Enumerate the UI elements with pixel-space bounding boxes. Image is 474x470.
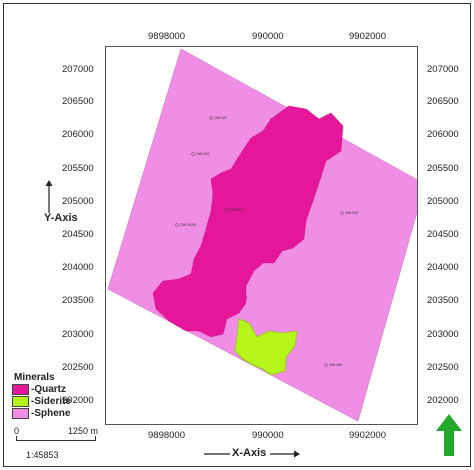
legend-label: Sphene: [34, 408, 71, 419]
scale-start-label: 0: [14, 426, 20, 436]
x-tick-top-3: 9902000: [349, 31, 386, 42]
y-tick-right: 202000: [427, 395, 459, 406]
y-tick-right: 204000: [427, 262, 459, 273]
map-panel[interactable]: OW-W1 OW-919 OW-901 OW-912B OW-919 OW-90…: [105, 46, 418, 425]
sphene-swatch: [12, 408, 29, 419]
well-markers: [175, 116, 344, 367]
scale-end-label: 1250 m: [68, 426, 99, 436]
x-axis-arrow-left-icon: [204, 453, 230, 455]
siderite-area: [234, 318, 298, 376]
quartz-swatch: [12, 384, 29, 395]
siderite-swatch: [12, 396, 29, 407]
y-tick-left: 206000: [62, 129, 94, 140]
x-tick-top-1: 9898000: [148, 31, 185, 42]
y-tick-right: 205500: [427, 163, 459, 174]
y-tick-left: 204000: [62, 262, 94, 273]
mineral-map: OW-W1 OW-919 OW-901 OW-912B OW-919 OW-90…: [107, 48, 417, 422]
legend-title: Minerals: [14, 372, 55, 383]
y-axis-title: Y-Axis: [44, 212, 78, 224]
y-tick-right: 205000: [427, 196, 459, 207]
x-tick-bottom-3: 9902000: [349, 430, 386, 441]
x-axis-title: X-Axis: [232, 447, 267, 459]
y-tick-right: 204500: [427, 229, 459, 240]
legend-item-sphene: - Sphene: [12, 408, 70, 419]
y-tick-right: 206000: [427, 129, 459, 140]
well-label: OW-919: [196, 152, 209, 156]
well-label: OW-919: [345, 211, 358, 215]
well-label: OW-909: [329, 363, 342, 367]
north-arrow-icon: [436, 414, 462, 456]
x-tick-top-2: 990000: [252, 31, 284, 42]
y-tick-left: 203000: [62, 329, 94, 340]
map-frame: [3, 3, 471, 467]
y-tick-left: 206500: [62, 96, 94, 107]
y-tick-right: 206500: [427, 96, 459, 107]
y-tick-left: 203500: [62, 295, 94, 306]
legend-label: Quartz: [34, 384, 67, 395]
y-axis-arrow-icon: [45, 180, 53, 213]
y-tick-left: 204500: [62, 229, 94, 240]
scale-ratio: 1:45853: [26, 450, 59, 460]
x-tick-bottom-1: 9898000: [148, 430, 185, 441]
scale-bar: [16, 436, 96, 441]
legend-label: Siderite: [34, 396, 72, 407]
legend-item-siderite: - Siderite: [12, 396, 71, 407]
y-tick-left: 207000: [62, 64, 94, 75]
well-label: OW-901: [230, 208, 243, 212]
y-tick-right: 203500: [427, 295, 459, 306]
quartz-area: [152, 105, 344, 338]
x-tick-bottom-2: 990000: [252, 430, 284, 441]
legend-item-quartz: - Quartz: [12, 384, 66, 395]
y-tick-right: 203000: [427, 329, 459, 340]
y-tick-right: 207000: [427, 64, 459, 75]
well-label: OW-W1: [214, 116, 227, 120]
y-tick-left: 205500: [62, 163, 94, 174]
y-tick-left: 202000: [62, 395, 94, 406]
y-tick-right: 202500: [427, 362, 459, 373]
x-axis-arrow-right-icon: [270, 450, 300, 458]
well-label: OW-912B: [180, 223, 196, 227]
y-tick-left: 205000: [62, 196, 94, 207]
y-tick-left: 202500: [62, 362, 94, 373]
